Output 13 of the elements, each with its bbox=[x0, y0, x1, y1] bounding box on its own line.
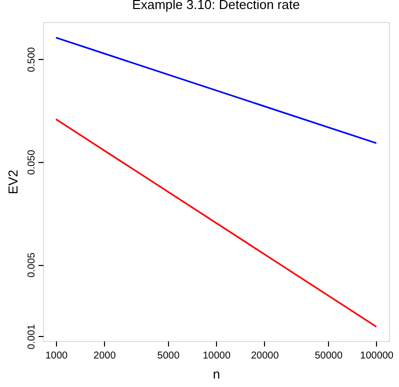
y-tick-label: 0.001 bbox=[26, 324, 38, 350]
x-axis-title: n bbox=[212, 366, 220, 382]
x-tick-label: 100000 bbox=[360, 350, 394, 362]
x-tick-label: 20000 bbox=[250, 350, 280, 362]
y-axis-title: EV2 bbox=[6, 170, 20, 194]
x-tick-label: 10000 bbox=[202, 350, 231, 362]
y-tick-label: 0.050 bbox=[26, 149, 38, 175]
x-tick-label: 5000 bbox=[157, 350, 180, 362]
y-tick-label: 0.500 bbox=[26, 46, 38, 72]
y-tick-label: 0.005 bbox=[26, 252, 38, 278]
x-tick-label: 1000 bbox=[45, 350, 68, 362]
x-tick-label: 50000 bbox=[314, 350, 343, 362]
x-tick-label: 2000 bbox=[94, 350, 116, 362]
